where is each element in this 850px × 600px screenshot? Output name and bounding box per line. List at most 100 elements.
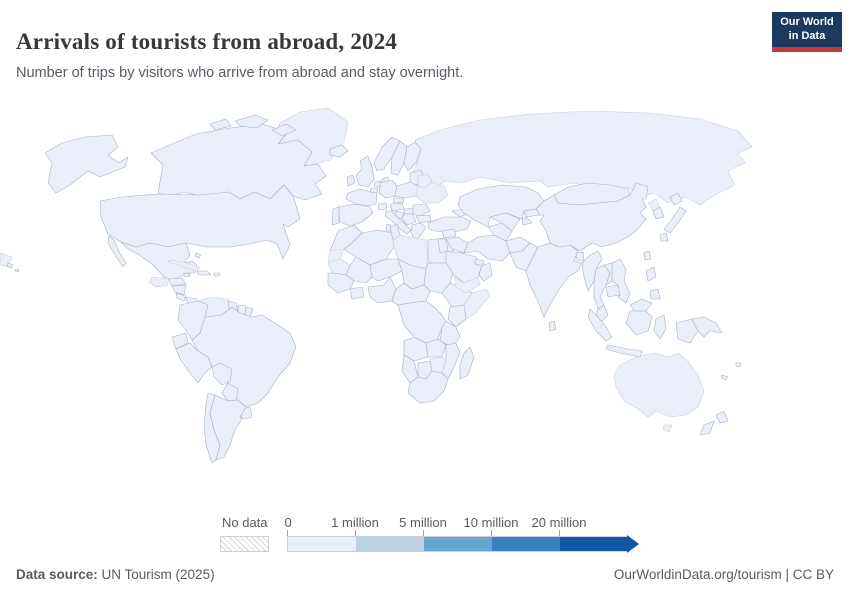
legend-no-data-label: No data [222,515,268,530]
country-australia[interactable] [613,352,705,418]
country-guatemala[interactable] [148,276,169,288]
country-nigeria[interactable] [367,276,397,304]
country-nicaragua[interactable] [171,284,187,296]
country-spain[interactable] [337,203,374,227]
country-dominican-republic[interactable] [196,270,212,276]
country-russia[interactable] [411,110,753,206]
country-paraguay[interactable] [221,382,239,402]
country-oman[interactable] [478,262,493,282]
legend-bin-10-20m[interactable] [492,537,560,551]
country-philippines-luzon[interactable] [645,266,657,282]
country-serbia[interactable] [401,213,417,226]
country-japan-hokkaido[interactable] [669,192,683,206]
country-ireland[interactable] [346,174,356,187]
country-china[interactable] [535,182,649,252]
country-france[interactable] [345,188,378,207]
country-romania[interactable] [412,203,431,217]
country-south-korea[interactable] [652,206,665,220]
country-senegal-west-africa[interactable] [327,272,355,294]
country-new-zealand-south[interactable] [699,420,715,436]
country-portugal[interactable] [331,206,340,226]
country-brazil[interactable] [191,306,297,408]
country-cambodia[interactable] [605,284,621,298]
country-italy-sardinia[interactable] [385,223,392,233]
country-switzerland[interactable] [377,202,388,211]
country-costa-rica[interactable] [175,292,187,302]
country-indonesia-sumatra[interactable] [587,308,613,342]
country-new-zealand-north[interactable] [715,410,729,424]
country-kazakhstan[interactable] [457,184,545,228]
country-austria[interactable] [389,202,405,212]
country-united-kingdom[interactable] [355,155,375,188]
country-italy[interactable] [384,210,412,235]
country-drc[interactable] [397,300,447,344]
legend-bin-5-10m[interactable] [424,537,492,551]
country-taiwan[interactable] [643,250,652,261]
legend-bin-1-5m[interactable] [356,537,424,551]
country-syria[interactable] [441,228,457,239]
country-germany[interactable] [378,179,398,199]
country-madagascar[interactable] [459,346,475,380]
world-choropleth-map[interactable] [0,103,850,503]
country-fiji[interactable] [735,362,742,368]
country-indonesia-java[interactable] [605,344,643,358]
country-india[interactable] [525,242,583,318]
country-peru[interactable] [175,342,213,384]
country-new-caledonia[interactable] [720,374,729,381]
country-south-africa[interactable] [407,370,449,404]
country-indonesia-papua[interactable] [675,318,699,344]
country-cuba[interactable] [167,259,201,272]
country-sri-lanka[interactable] [548,320,557,332]
country-australia-tasmania[interactable] [662,424,673,433]
country-iran[interactable] [463,234,511,262]
country-indonesia-kalimantan[interactable] [625,310,653,336]
country-hungary[interactable] [403,207,415,215]
country-bangladesh[interactable] [575,251,585,262]
country-canada-arctic-2[interactable] [271,123,297,137]
legend-no-data-swatch[interactable] [220,536,269,552]
country-thailand[interactable] [593,264,611,310]
country-papua-new-guinea[interactable] [691,316,723,338]
country-usa-hawaii-2[interactable] [14,268,20,273]
country-bahamas[interactable] [194,252,202,259]
country-japan-kyushu[interactable] [659,232,669,242]
country-ukraine[interactable] [415,181,449,204]
country-kenya[interactable] [447,304,467,328]
legend-bin-0-1m[interactable] [288,537,356,551]
country-canada-arctic-1[interactable] [234,114,269,129]
country-cote-divoire[interactable] [349,286,365,300]
country-canada-arctic-3[interactable] [209,118,232,131]
country-japan-honshu[interactable] [663,206,687,234]
country-yemen[interactable] [453,276,481,294]
legend-bin-20m-plus[interactable] [560,537,628,551]
country-malaysia-borneo[interactable] [629,298,653,312]
country-czechia[interactable] [392,197,405,204]
country-jamaica[interactable] [183,272,191,278]
country-turkey[interactable] [427,216,472,234]
country-philippines-mindanao[interactable] [649,288,661,300]
country-finland[interactable] [403,141,422,172]
country-ecuador[interactable] [171,332,189,350]
country-tajikistan[interactable] [521,216,533,226]
country-greece[interactable] [410,222,427,242]
country-poland[interactable] [394,181,419,199]
page-title: Arrivals of tourists from abroad, 2024 [16,29,398,55]
country-usa-alaska[interactable] [44,134,129,194]
owid-logo[interactable]: Our World in Data [772,12,842,52]
country-uzbekistan[interactable] [489,212,521,232]
country-bolivia[interactable] [211,362,233,386]
country-mexico-baja[interactable] [107,235,127,268]
legend-color-bar[interactable] [287,536,629,552]
owid-url-license-link[interactable]: OurWorldinData.org/tourism | CC BY [613,567,834,582]
country-chile[interactable] [203,392,221,464]
country-bulgaria[interactable] [415,214,432,224]
country-vietnam[interactable] [611,258,631,304]
country-indonesia-sulawesi[interactable] [653,314,667,340]
country-puerto-rico[interactable] [213,272,221,277]
country-zambia[interactable] [425,338,447,358]
country-honduras[interactable] [167,277,187,287]
country-uae[interactable] [474,258,485,267]
country-usa-hawaii-1[interactable] [6,262,14,269]
country-iceland[interactable] [329,144,349,158]
country-turkmenistan[interactable] [487,222,513,242]
